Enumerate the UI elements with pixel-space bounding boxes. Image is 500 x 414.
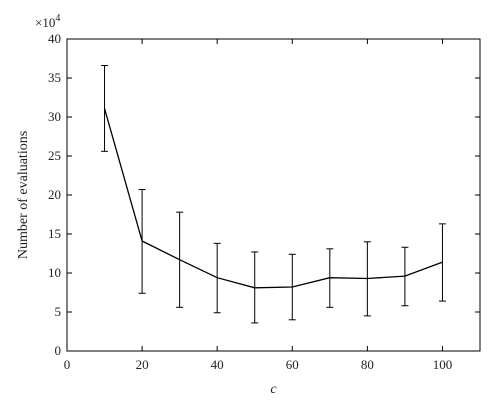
series-line-group (103, 108, 443, 289)
y-multiplier-exponent: 4 (55, 13, 60, 24)
x-tick-label-1: 20 (136, 357, 149, 372)
x-tick-label-2: 40 (211, 357, 224, 372)
x-axis-label: c (270, 382, 277, 397)
x-tick-label-4: 80 (361, 357, 374, 372)
y-tick-label-5: 25 (48, 148, 61, 163)
y-tick-label-8: 40 (48, 31, 61, 46)
x-axis: 0 20 40 60 80 100 (64, 39, 452, 372)
error-bars-group (101, 65, 446, 324)
y-tick-label-1: 5 (55, 304, 62, 319)
x-tick-label-5: 100 (433, 357, 453, 372)
x-tick-label-0: 0 (64, 357, 71, 372)
y-tick-label-3: 15 (48, 226, 61, 241)
y-tick-label-7: 35 (48, 70, 61, 85)
y-multiplier-base: ×10 (35, 15, 55, 30)
y-tick-label-2: 10 (48, 265, 61, 280)
plot-frame (66, 38, 481, 352)
y-tick-label-0: 0 (55, 343, 62, 358)
series-line-0 (103, 108, 443, 289)
y-axis-label: Number of evaluations (16, 131, 31, 259)
y-tick-label-4: 20 (48, 187, 61, 202)
y-axis-multiplier: ×104 (35, 13, 60, 30)
y-axis: 0 5 10 15 20 25 30 35 40 (48, 31, 480, 358)
x-tick-label-3: 60 (286, 357, 299, 372)
y-tick-label-6: 30 (48, 109, 61, 124)
